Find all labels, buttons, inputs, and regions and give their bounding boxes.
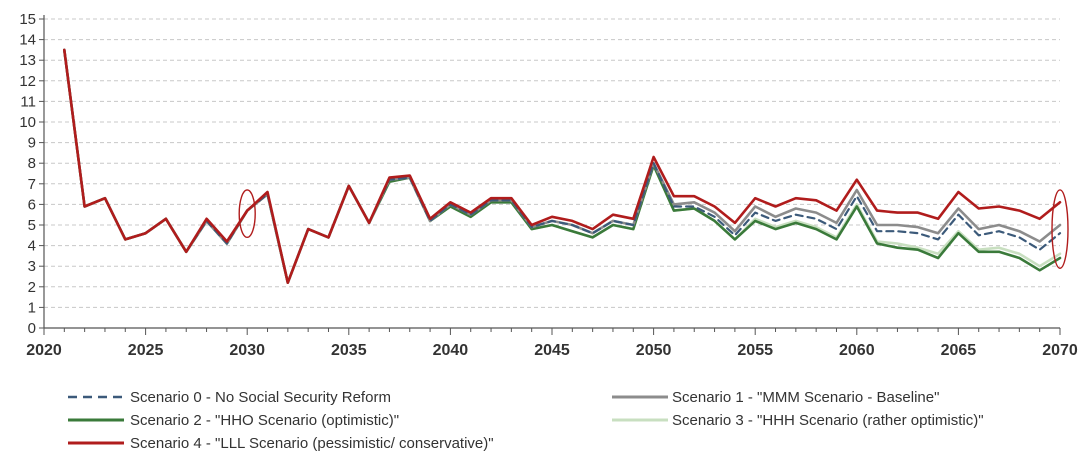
y-tick-label: 3 (28, 258, 36, 275)
y-tick-label: 15 (19, 11, 36, 28)
annotations (238, 189, 1069, 269)
x-tick-label: 2060 (839, 342, 875, 359)
y-tick-label: 13 (19, 52, 36, 69)
y-tick-label: 12 (19, 73, 36, 90)
legend-item: Scenario 4 - "LLL Scenario (pessimistic/… (68, 435, 494, 452)
legend-label: Scenario 0 - No Social Security Reform (130, 389, 391, 406)
x-tick-label: 2070 (1042, 342, 1078, 359)
legend-item: Scenario 3 - "HHH Scenario (rather optim… (612, 412, 984, 429)
legend-item: Scenario 1 - "MMM Scenario - Baseline" (612, 389, 939, 406)
x-tick-label: 2065 (941, 342, 977, 359)
y-tick-label: 2 (28, 279, 36, 296)
x-tick-label: 2055 (737, 342, 773, 359)
series-line-4 (63, 48, 1062, 285)
x-tick-label: 2030 (229, 342, 265, 359)
y-tick-label: 11 (20, 93, 36, 110)
x-tick-label: 2025 (128, 342, 164, 359)
y-tick-label: 10 (19, 114, 36, 131)
y-tick-label: 7 (28, 176, 36, 193)
y-tick-label: 6 (28, 196, 36, 213)
legend-item: Scenario 0 - No Social Security Reform (68, 389, 391, 406)
y-tick-label: 5 (28, 217, 36, 234)
x-tick-label: 2050 (636, 342, 672, 359)
annotation-ellipse-0 (238, 189, 256, 239)
legend-label: Scenario 2 - "HHO Scenario (optimistic)" (130, 412, 399, 429)
legend-item: Scenario 2 - "HHO Scenario (optimistic)" (68, 412, 399, 429)
y-tick-label: 0 (28, 320, 36, 337)
y-tick-label: 4 (28, 238, 36, 255)
legend-label: Scenario 4 - "LLL Scenario (pessimistic/… (130, 435, 494, 452)
x-tick-label: 2040 (433, 342, 469, 359)
x-tick-label: 2035 (331, 342, 367, 359)
legend: Scenario 0 - No Social Security Reform Sc… (68, 389, 984, 452)
y-tick-label: 8 (28, 155, 36, 172)
annotation-ellipse-1 (1051, 189, 1069, 269)
y-tick-label: 1 (28, 299, 36, 316)
y-tick-label: 9 (28, 135, 36, 152)
legend-label: Scenario 3 - "HHH Scenario (rather optim… (672, 412, 984, 429)
x-tick-label: 2020 (26, 342, 62, 359)
series (63, 48, 1062, 285)
x-tick-label: 2045 (534, 342, 570, 359)
legend-label: Scenario 1 - "MMM Scenario - Baseline" (672, 389, 939, 406)
grid (44, 18, 1060, 308)
y-tick-label: 14 (19, 32, 36, 49)
series-line-1 (63, 48, 1062, 285)
